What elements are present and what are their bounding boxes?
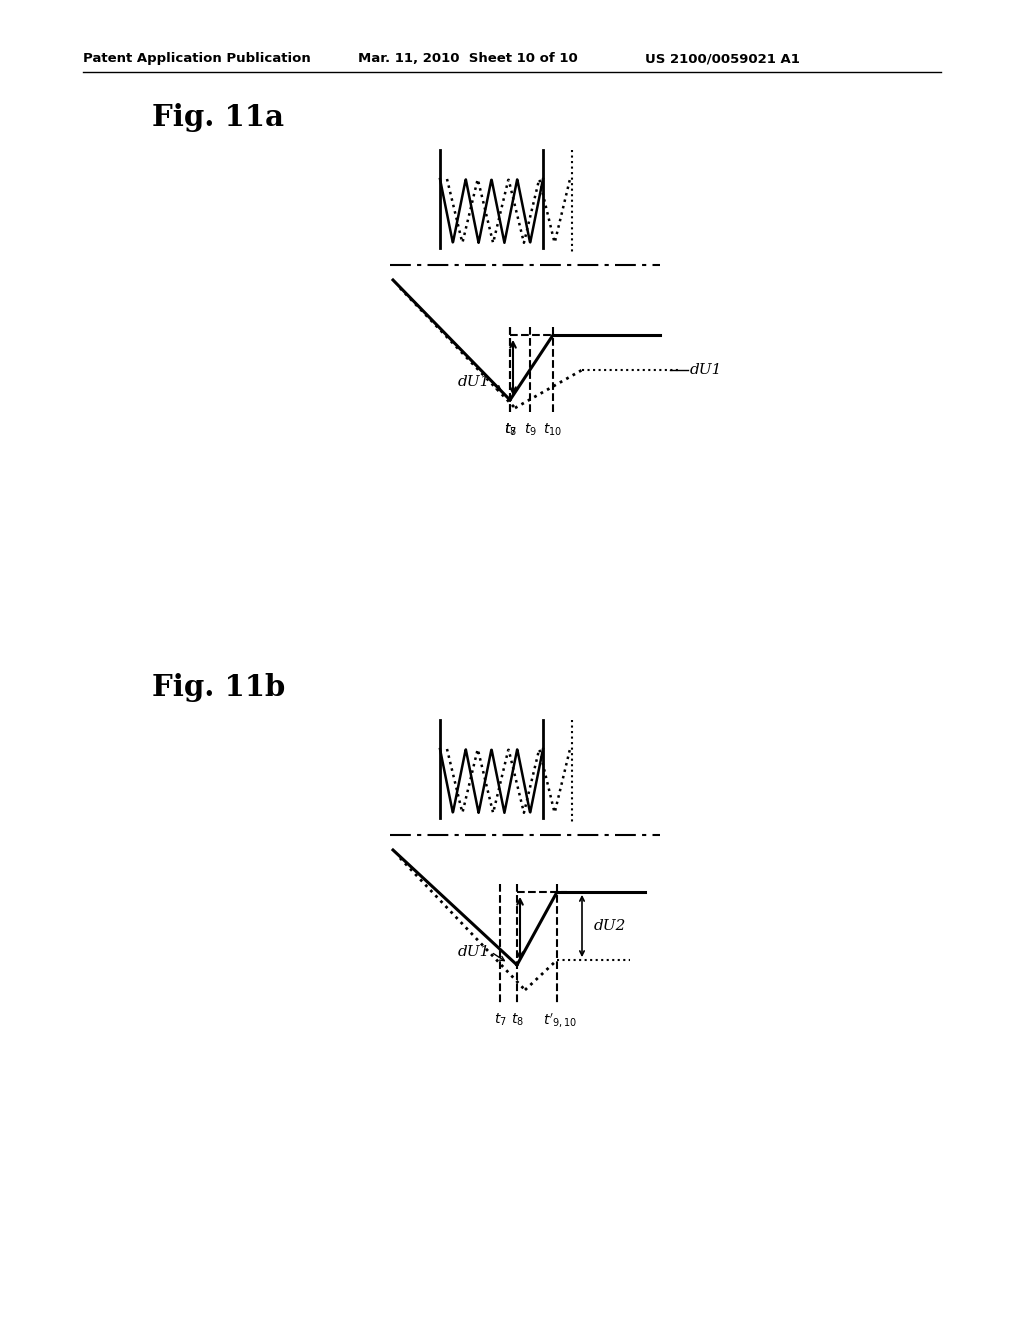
Text: Patent Application Publication: Patent Application Publication: [83, 51, 310, 65]
Text: US 2100/0059021 A1: US 2100/0059021 A1: [645, 51, 800, 65]
Text: $t_9$: $t_9$: [523, 422, 537, 438]
Text: $t_{10}$: $t_{10}$: [544, 422, 562, 438]
Text: Fig. 11b: Fig. 11b: [152, 673, 286, 702]
Text: dU1: dU1: [458, 945, 490, 960]
Text: $t_7$: $t_7$: [494, 1012, 507, 1028]
Text: Fig. 11a: Fig. 11a: [152, 103, 284, 132]
Text: $t_8$: $t_8$: [504, 422, 516, 438]
Text: $t'_{9,10}$: $t'_{9,10}$: [543, 1012, 578, 1030]
Text: dU1: dU1: [458, 375, 490, 389]
Text: $t_8$: $t_8$: [511, 1012, 523, 1028]
Text: $t_7$: $t_7$: [504, 422, 516, 438]
Text: dU2: dU2: [594, 919, 627, 933]
Text: Mar. 11, 2010  Sheet 10 of 10: Mar. 11, 2010 Sheet 10 of 10: [358, 51, 578, 65]
Text: dU1: dU1: [690, 363, 722, 378]
